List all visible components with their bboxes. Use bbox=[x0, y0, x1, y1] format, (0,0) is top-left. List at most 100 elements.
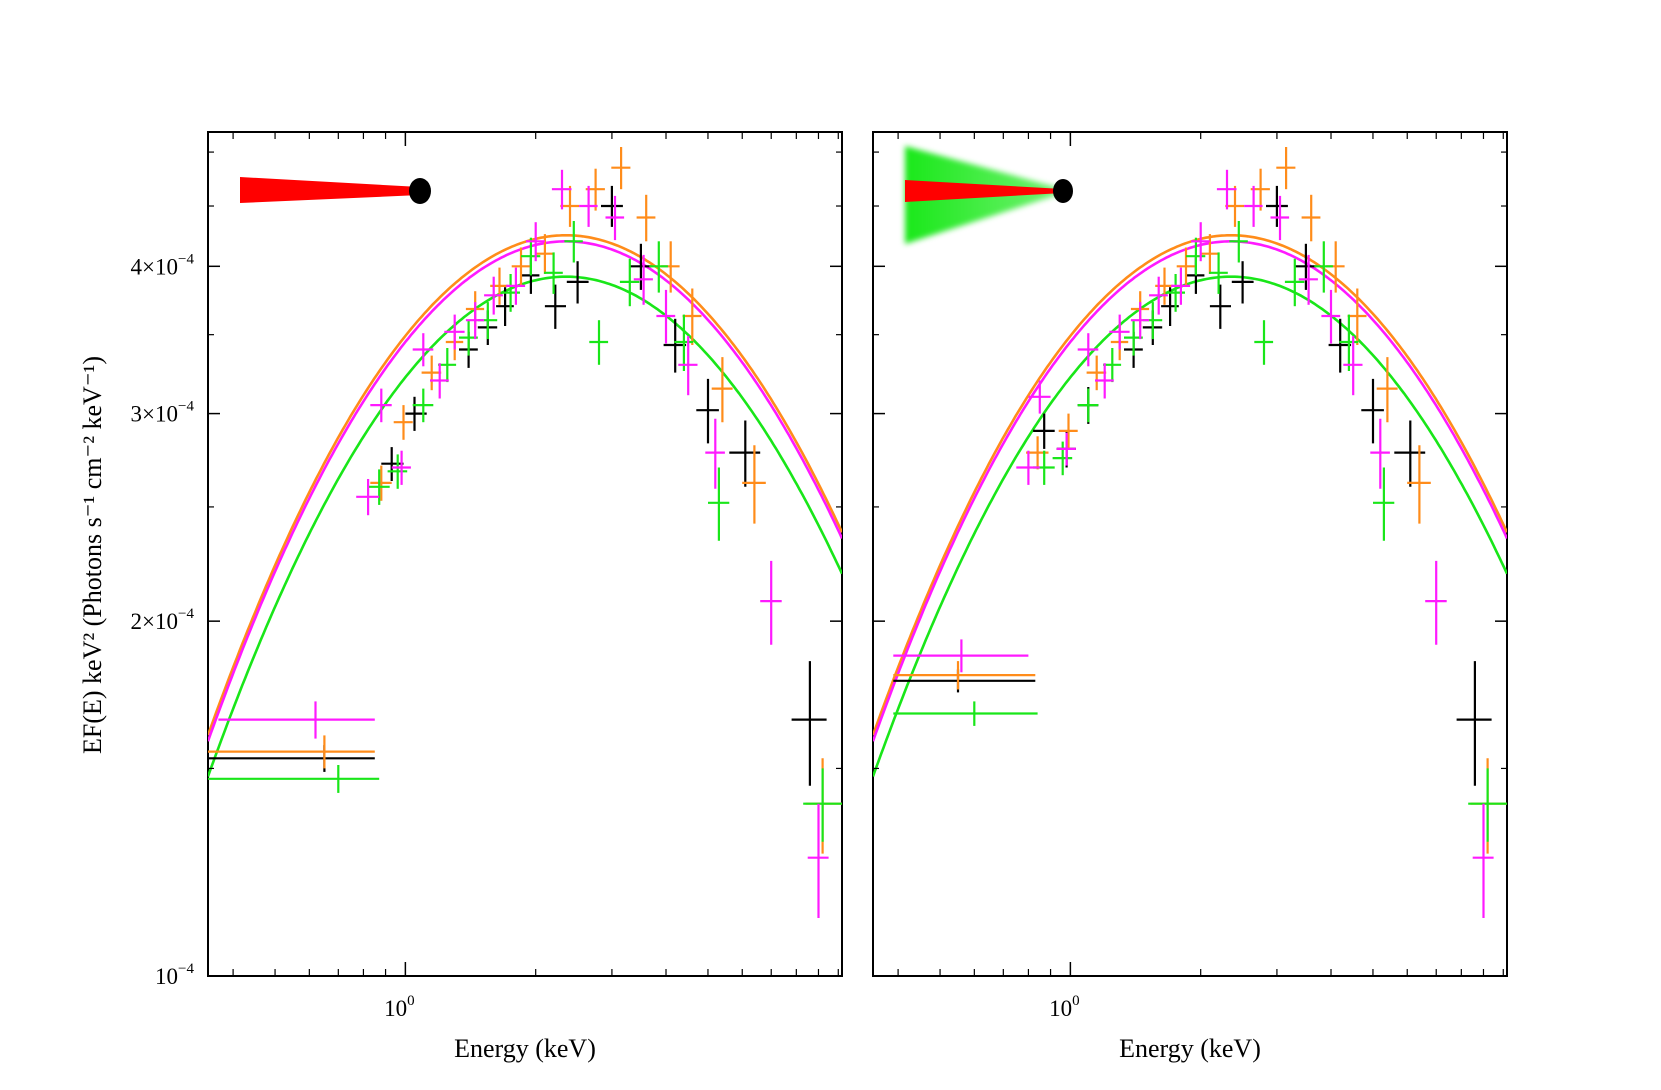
series-orange bbox=[893, 147, 1507, 854]
data-point-green bbox=[674, 314, 694, 371]
data-point-green bbox=[1209, 252, 1228, 294]
plot-frame-right bbox=[872, 131, 1508, 977]
data-point-orange bbox=[1376, 357, 1398, 423]
data-point-magenta bbox=[506, 267, 526, 305]
data-point-black bbox=[381, 447, 404, 481]
data-point-orange bbox=[208, 735, 375, 769]
data-point-green bbox=[803, 768, 842, 842]
data-point-orange bbox=[560, 185, 580, 227]
y-ticks-right bbox=[873, 151, 1507, 977]
series-green bbox=[208, 221, 842, 842]
data-point-magenta bbox=[1028, 380, 1051, 414]
data-point-black bbox=[791, 661, 827, 786]
model-curve-magenta bbox=[873, 240, 1507, 742]
data-point-green bbox=[412, 388, 434, 423]
data-point-black bbox=[1266, 185, 1288, 227]
data-point-black bbox=[696, 378, 719, 444]
series-black bbox=[208, 185, 827, 786]
data-point-black bbox=[729, 420, 761, 487]
data-point-green bbox=[564, 221, 583, 263]
data-point-magenta bbox=[1056, 432, 1076, 466]
model-curve-orange bbox=[873, 234, 1507, 736]
data-point-black bbox=[1231, 261, 1254, 304]
x-tick-label: 100 bbox=[1049, 993, 1080, 1021]
data-point-orange bbox=[682, 288, 702, 345]
y-tick-label: 4×10−4 bbox=[131, 251, 195, 279]
data-point-magenta bbox=[1216, 169, 1237, 210]
y-ticks-left: 10−4 2×10−4 3×10−4 4×10−4 bbox=[131, 151, 842, 989]
data-point-magenta bbox=[705, 418, 725, 489]
series-magenta bbox=[893, 169, 1494, 918]
data-point-black bbox=[1033, 413, 1055, 449]
data-point-black bbox=[1209, 284, 1231, 329]
data-point-magenta bbox=[430, 363, 449, 399]
data-point-magenta bbox=[526, 222, 545, 262]
data-point-magenta bbox=[1370, 418, 1390, 489]
data-point-magenta bbox=[391, 450, 411, 485]
panel-left: 10−4 2×10−4 3×10−4 4×10−4 100 Energy (keV) bbox=[131, 131, 843, 1063]
data-point-black bbox=[566, 261, 589, 304]
data-point-orange bbox=[1058, 413, 1078, 449]
data-point-magenta bbox=[1016, 450, 1040, 485]
data-point-magenta bbox=[1130, 302, 1150, 340]
panel-right: 100 Energy (keV) bbox=[872, 131, 1508, 1063]
data-point-black bbox=[629, 243, 652, 290]
y-axis-title: EF(E) keV² (Photons s⁻¹ cm⁻² keV⁻¹) bbox=[78, 356, 107, 754]
data-point-orange bbox=[1276, 147, 1296, 190]
series-green bbox=[893, 221, 1507, 842]
data-point-orange bbox=[1176, 247, 1195, 286]
data-point-orange bbox=[1225, 185, 1245, 227]
data-points-left bbox=[208, 147, 842, 918]
data-point-green bbox=[649, 241, 668, 293]
model-curves-left bbox=[208, 234, 842, 777]
data-point-magenta bbox=[412, 333, 434, 367]
data-point-magenta bbox=[1472, 803, 1494, 918]
data-point-orange bbox=[370, 465, 392, 501]
data-point-green bbox=[893, 701, 1038, 726]
data-point-orange bbox=[511, 247, 530, 286]
y-tick-label: 3×10−4 bbox=[131, 399, 195, 427]
data-point-green bbox=[1373, 467, 1395, 541]
data-point-magenta bbox=[1425, 560, 1447, 645]
data-point-green bbox=[368, 469, 390, 505]
data-point-magenta bbox=[579, 185, 598, 227]
series-magenta bbox=[218, 169, 829, 918]
plot-frame-left bbox=[207, 131, 843, 977]
y-tick-label: 10−4 bbox=[155, 961, 194, 989]
data-point-green bbox=[521, 237, 541, 276]
model-curve-green bbox=[208, 275, 842, 777]
data-point-magenta bbox=[807, 803, 829, 918]
x-ticks-right: 100 bbox=[897, 132, 1504, 1021]
data-point-magenta bbox=[551, 169, 572, 210]
data-point-magenta bbox=[465, 302, 485, 340]
data-point-black bbox=[208, 745, 375, 772]
inset-red-green-jet bbox=[905, 146, 1073, 244]
data-point-black bbox=[1294, 243, 1317, 290]
data-point-green bbox=[1052, 441, 1073, 476]
inset-red-jet bbox=[240, 177, 431, 204]
data-point-orange bbox=[636, 194, 656, 242]
data-point-magenta bbox=[893, 639, 1029, 673]
model-curve-magenta bbox=[208, 240, 842, 742]
data-point-green bbox=[1186, 237, 1206, 276]
data-point-green bbox=[589, 320, 609, 365]
data-point-orange bbox=[393, 405, 413, 440]
jet-shape bbox=[240, 177, 420, 203]
data-point-orange bbox=[711, 357, 733, 423]
data-point-magenta bbox=[1077, 333, 1099, 367]
data-point-magenta bbox=[1270, 195, 1290, 241]
y-tick-label: 2×10−4 bbox=[131, 606, 195, 634]
data-point-green bbox=[544, 252, 563, 294]
data-point-black bbox=[1456, 661, 1492, 786]
data-point-magenta bbox=[1095, 363, 1114, 399]
data-point-magenta bbox=[370, 388, 392, 423]
data-point-orange bbox=[1086, 355, 1107, 391]
data-point-magenta bbox=[1298, 254, 1318, 305]
data-point-magenta bbox=[760, 560, 782, 645]
data-point-magenta bbox=[1149, 276, 1168, 315]
model-curve-orange bbox=[208, 234, 842, 736]
data-point-black bbox=[893, 669, 1036, 693]
data-point-magenta bbox=[1171, 267, 1191, 305]
data-point-orange bbox=[421, 355, 442, 391]
